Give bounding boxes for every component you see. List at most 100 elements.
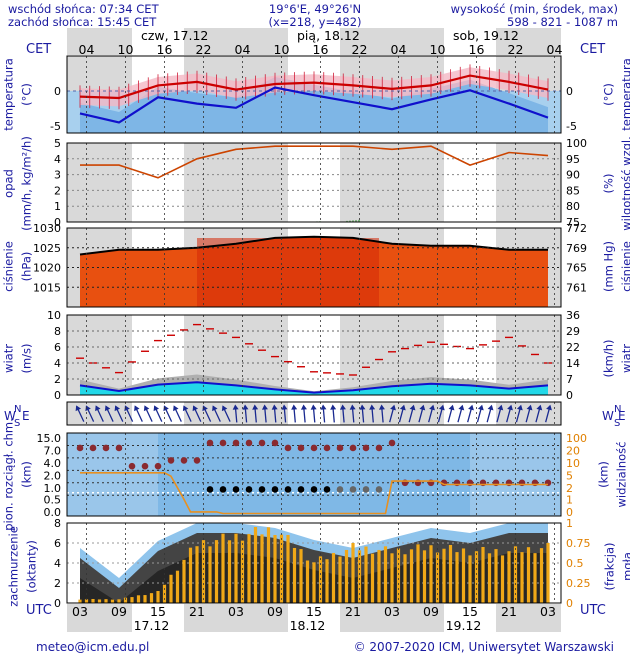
top-day-label: pią, 18.12 xyxy=(297,28,360,43)
footer-email[interactable]: meteo@icm.edu.pl xyxy=(36,640,150,654)
wind-arrow-head xyxy=(291,404,298,410)
fog-bar xyxy=(156,591,160,603)
cloud-layer-dot xyxy=(336,444,344,452)
wind-arrow-head xyxy=(134,405,140,412)
pressure-tick-right: 769 xyxy=(566,242,587,255)
top-hour-label: 04 xyxy=(235,42,251,57)
top-hour-label: 22 xyxy=(196,42,212,57)
wind-arrow-head xyxy=(182,405,189,412)
wind-direction-arrow xyxy=(457,404,465,423)
cloud-tick-right: 5 xyxy=(566,469,573,482)
wind-direction-arrow xyxy=(476,404,484,423)
fog-bar xyxy=(292,547,297,603)
wind-direction-arrow xyxy=(252,404,259,423)
header-night-band-1 xyxy=(184,28,288,55)
wind-direction-arrow xyxy=(153,405,163,422)
fog-bar xyxy=(520,552,524,603)
wind-arrow-head xyxy=(390,404,396,411)
cloud-layer-dot xyxy=(349,444,357,452)
panel-frame-cover xyxy=(66,522,562,604)
wind-arrow-head xyxy=(448,404,455,411)
wind-direction-arrow xyxy=(291,404,298,423)
footer-night-band-0 xyxy=(67,604,132,632)
sunrise-text: wschód słońca: 07:34 CET xyxy=(8,2,159,16)
bottom-hour-label: 09 xyxy=(267,604,283,619)
wind-arrow-head xyxy=(468,404,474,411)
fog-bar xyxy=(266,527,271,603)
wind-direction-arrow xyxy=(124,405,134,422)
top-hour-label: 10 xyxy=(118,42,134,57)
pressure-tick-left: 1025 xyxy=(33,242,61,255)
precip-tick-left: 4 xyxy=(54,153,61,166)
cloud-tick-right: 2 xyxy=(566,482,573,495)
wind-arrow-head xyxy=(546,404,552,411)
fog-bar xyxy=(429,545,433,603)
wind-direction-arrow xyxy=(378,404,385,423)
wind-arrow-head xyxy=(409,404,416,411)
cloud-tick-left: 1.0 xyxy=(44,482,62,495)
bottom-hour-label: 03 xyxy=(540,604,556,619)
wind-arrow-head xyxy=(330,404,337,410)
fog-bar xyxy=(130,597,134,603)
cloud-tick-left: 0.5 xyxy=(44,493,62,506)
cloud-layer-dot xyxy=(206,439,214,447)
tz-bottom-right: UTC xyxy=(580,603,606,618)
cloud-layer-dot xyxy=(115,444,123,452)
night-band-precip-1 xyxy=(184,143,288,222)
wind-direction-arrow xyxy=(408,404,416,423)
temp-tick-left: -5 xyxy=(50,120,61,133)
fog-bar xyxy=(305,560,310,603)
temp-dewpoint-line xyxy=(79,86,549,124)
wind-arrow-head xyxy=(369,404,376,410)
cloud-base-dot xyxy=(258,486,266,493)
precip-tick-right: 80 xyxy=(566,200,580,213)
night-band-precip-0 xyxy=(67,143,132,222)
tz-top-right: CET xyxy=(580,42,606,57)
wind-arrow-head xyxy=(261,404,268,410)
fog-bar xyxy=(468,555,472,603)
fog-bar xyxy=(533,553,537,603)
wind-arrow-head xyxy=(232,404,239,410)
fog-bar xyxy=(507,551,511,603)
wind-arrow-head xyxy=(153,405,160,412)
cloud-tick-right: 1 xyxy=(566,493,573,506)
bottom-hour-label: 03 xyxy=(384,604,400,619)
wind-direction-arrow xyxy=(418,404,426,423)
top-hour-label: 16 xyxy=(157,42,173,57)
fog-bar xyxy=(364,546,368,603)
wind-arrow-head xyxy=(487,404,494,411)
wind-direction-arrow xyxy=(163,405,173,422)
bottom-hour-label: 21 xyxy=(189,604,205,619)
wind-tick-left: 2 xyxy=(54,373,61,386)
cloud-base-dot xyxy=(323,486,331,493)
precip-tick-right: 90 xyxy=(566,169,580,182)
fog-bar xyxy=(526,547,531,603)
fog-bar xyxy=(97,599,102,603)
fog-bar xyxy=(84,599,89,603)
wind-direction-arrow xyxy=(486,404,494,423)
bottom-hour-label: 15 xyxy=(306,604,322,619)
fog-bar xyxy=(286,535,290,603)
wind-arrow-head xyxy=(242,404,249,410)
wind-arrow-head xyxy=(310,404,317,410)
cloud-layer-dot xyxy=(375,444,383,452)
fog-bar xyxy=(299,549,303,603)
wind-arrow-head xyxy=(458,404,465,411)
wind-direction-arrow xyxy=(506,404,513,423)
fog-bar xyxy=(182,559,186,603)
cloud-base-dot xyxy=(245,486,253,493)
fog-bar xyxy=(227,540,232,603)
fog-bar xyxy=(175,570,180,603)
bottom-day-label: 18.12 xyxy=(290,618,326,633)
wind-tick-left: 8 xyxy=(54,325,61,338)
wind-arrow-head xyxy=(143,405,150,412)
wind-arrow-head xyxy=(438,404,445,411)
fog-bar xyxy=(500,555,505,603)
wind-direction-arrow xyxy=(525,404,533,423)
top-hour-label: 22 xyxy=(352,42,368,57)
night-band-precip-3 xyxy=(496,143,561,222)
cover-tick-left: 0 xyxy=(54,597,61,610)
wind-arrow-head xyxy=(320,404,327,410)
wind-arrow-head xyxy=(497,404,504,411)
